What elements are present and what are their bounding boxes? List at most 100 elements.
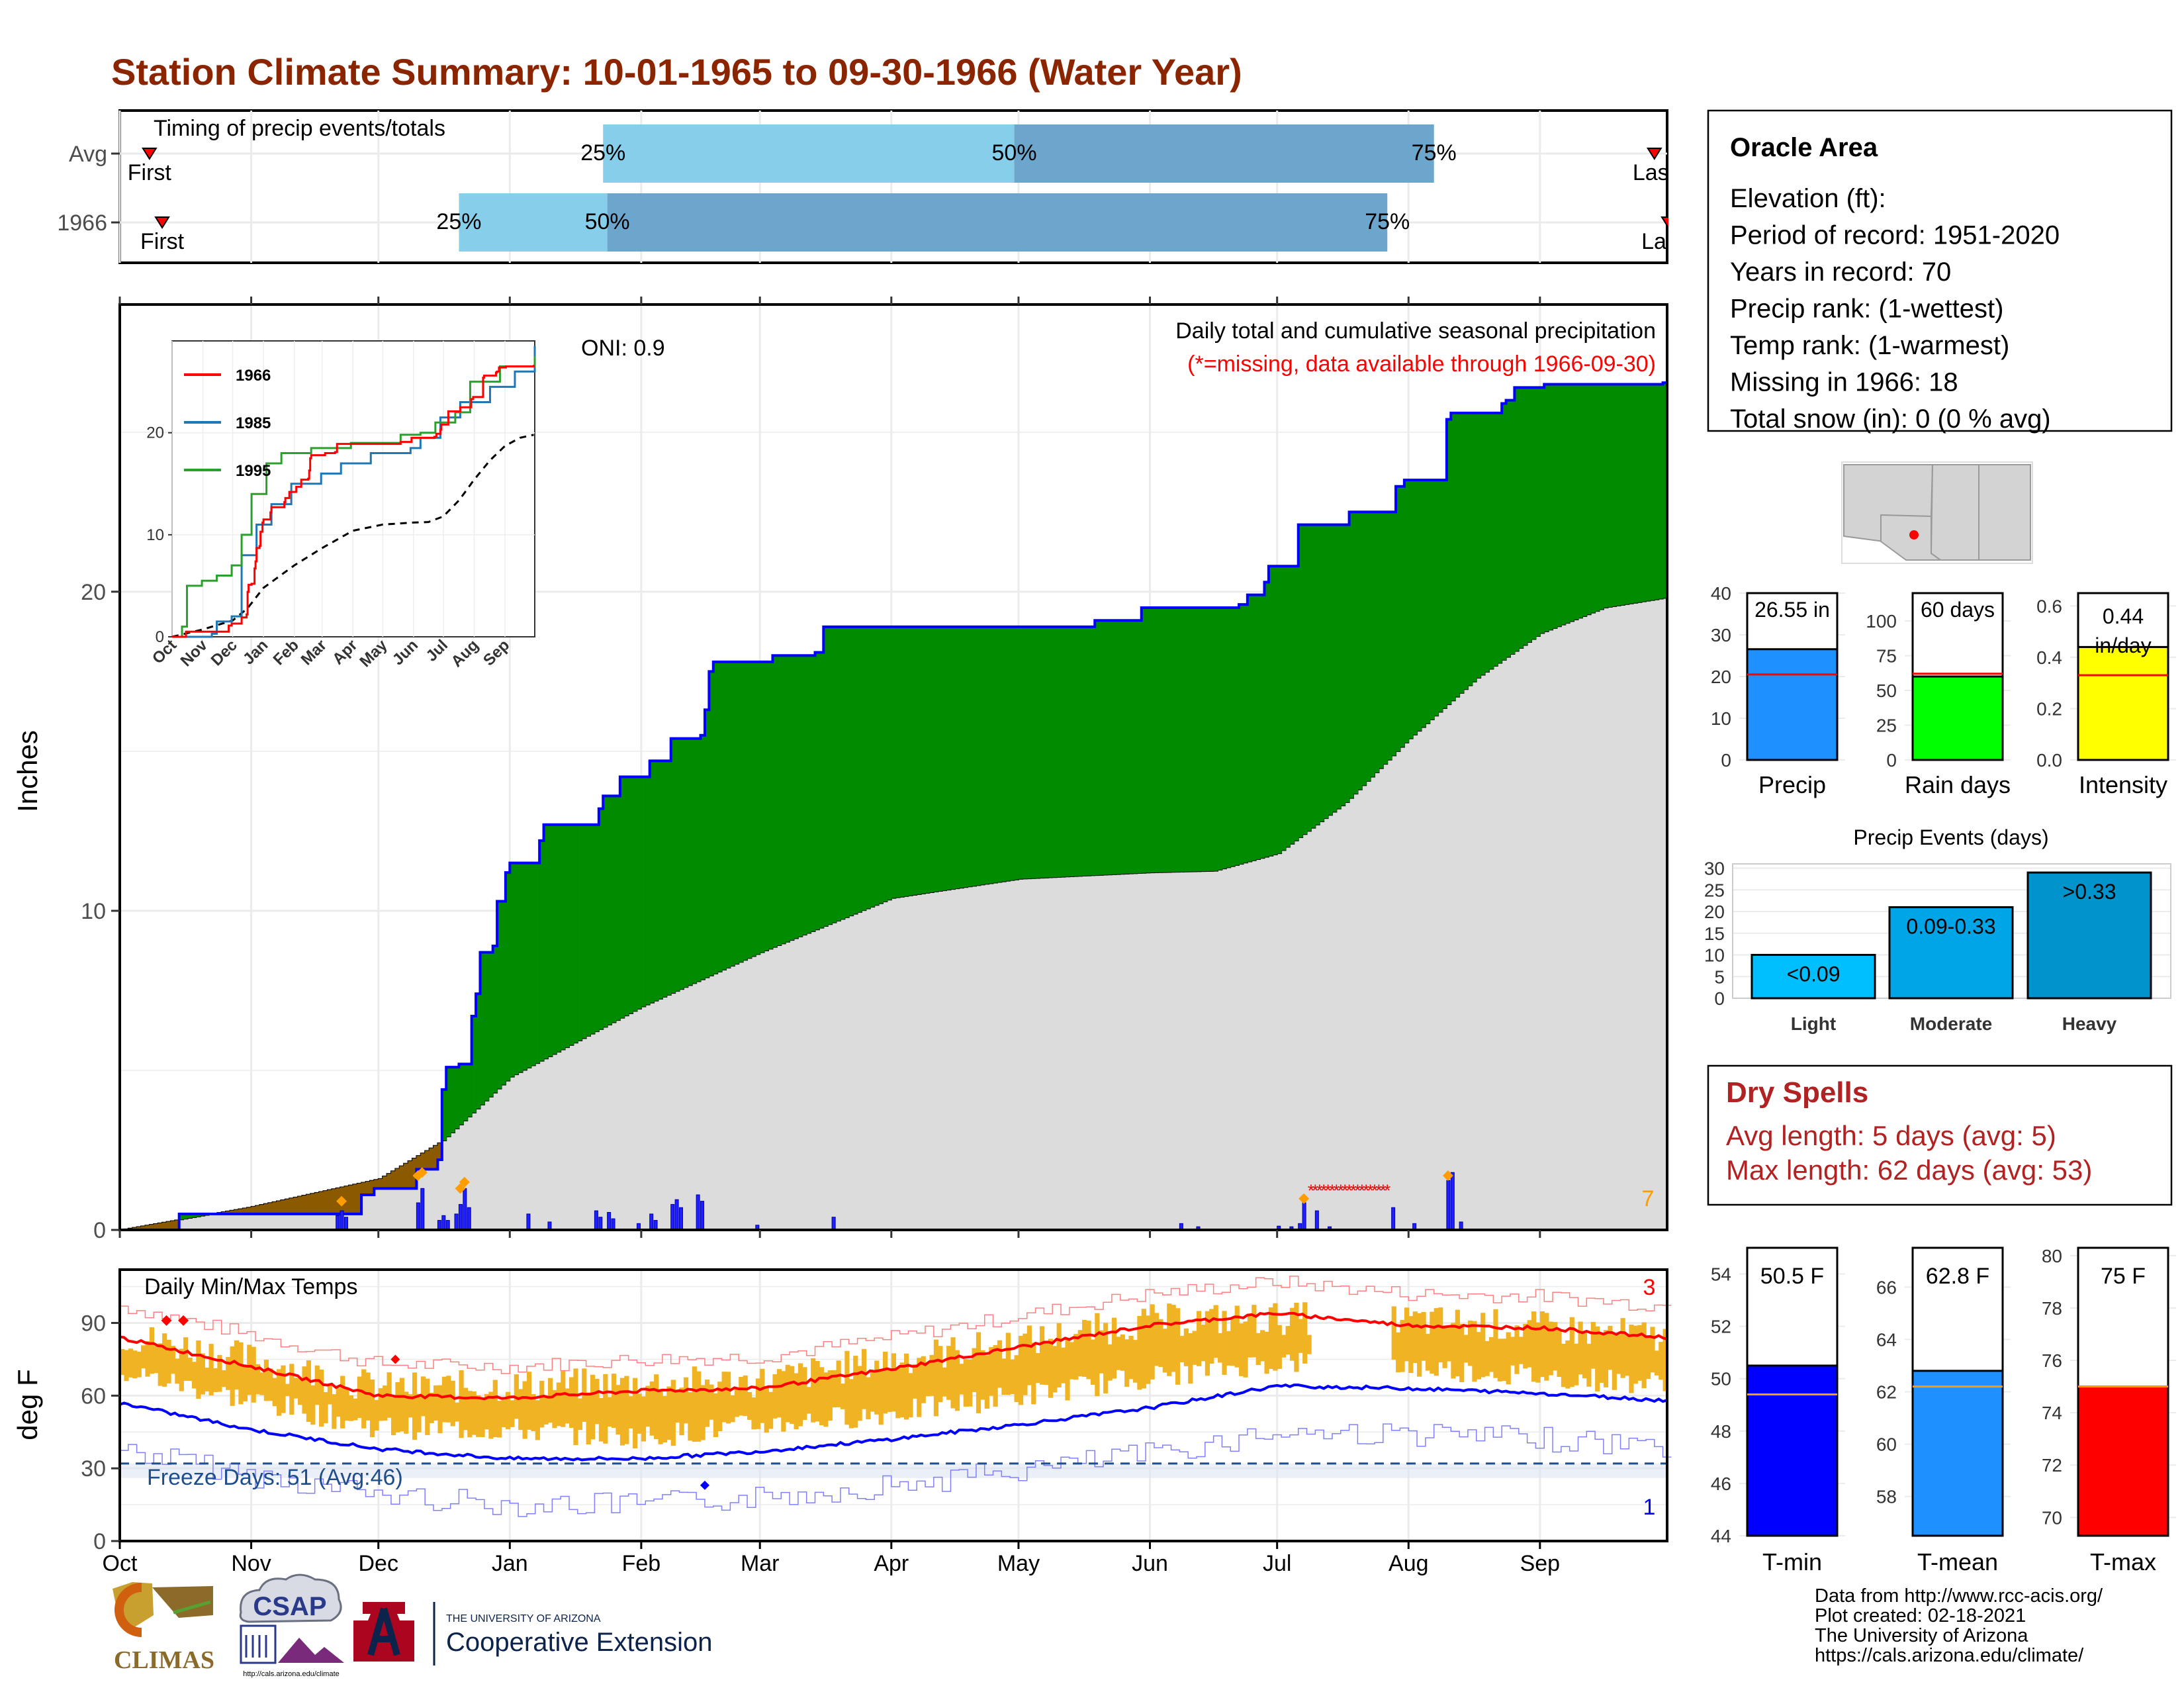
below-normal-fill xyxy=(425,1150,430,1170)
daily-temp-bar xyxy=(323,1392,328,1424)
daily-temp-bar xyxy=(552,1389,557,1429)
daily-temp-bar xyxy=(383,1385,388,1421)
summary-y-tick-label: 50 xyxy=(1876,680,1897,701)
daily-temp-bar xyxy=(1264,1331,1269,1374)
above-normal-fill xyxy=(1209,607,1214,871)
daily-precip-bar xyxy=(1314,1210,1319,1231)
month-tick-label: May xyxy=(997,1551,1040,1576)
daily-precip-bar xyxy=(445,1220,450,1231)
below-normal-fill xyxy=(310,1194,316,1214)
timing-panel: Timing of precip events/totals Avg 25% 50%… xyxy=(57,99,1695,271)
above-normal-fill xyxy=(1375,512,1380,773)
above-normal-fill xyxy=(641,776,646,1007)
above-normal-fill xyxy=(586,824,591,1037)
daily-temp-bar xyxy=(989,1346,994,1396)
daily-precip-bar xyxy=(1391,1207,1396,1231)
daily-temp-bar xyxy=(785,1364,790,1423)
month-tick-label: Sep xyxy=(1520,1551,1561,1576)
ua-small-text: THE UNIVERSITY OF ARIZONA xyxy=(446,1613,601,1624)
daily-temp-bar xyxy=(497,1401,502,1438)
below-normal-fill xyxy=(285,1199,290,1214)
daily-temp-bar xyxy=(776,1369,782,1418)
daily-temp-bar xyxy=(887,1368,892,1412)
daily-temp-bar xyxy=(683,1377,689,1424)
daily-temp-bar xyxy=(547,1378,553,1423)
temp-y-tick-label: 30 xyxy=(81,1456,106,1481)
above-normal-fill xyxy=(1412,480,1418,735)
daily-precip-bar xyxy=(1446,1180,1451,1231)
above-normal-fill xyxy=(607,796,612,1025)
precip-event-bar xyxy=(2026,871,2152,1000)
above-normal-fill xyxy=(1111,620,1116,874)
daily-temp-bar xyxy=(1243,1321,1248,1378)
daily-temp-bar xyxy=(476,1395,481,1437)
daily-temp-bar xyxy=(141,1345,146,1369)
above-normal-fill xyxy=(819,652,824,928)
temp-bar-name: T-mean xyxy=(1917,1548,1998,1575)
daily-temp-bar xyxy=(1128,1335,1134,1380)
daily-temp-bar xyxy=(212,1368,218,1393)
above-normal-fill xyxy=(1523,387,1528,645)
above-normal-fill xyxy=(1340,524,1345,806)
above-normal-fill xyxy=(1548,384,1553,630)
below-normal-fill xyxy=(293,1197,298,1214)
daily-temp-bar xyxy=(1506,1332,1511,1385)
above-normal-fill xyxy=(603,796,608,1027)
above-normal-fill xyxy=(938,626,943,892)
climas-wordmark: CLIMAS xyxy=(114,1646,214,1674)
daily-temp-bar xyxy=(713,1393,718,1437)
above-normal-fill xyxy=(441,1089,447,1141)
below-normal-fill xyxy=(344,1186,349,1214)
daily-precip-bar xyxy=(700,1201,705,1231)
daily-temp-bar xyxy=(1010,1359,1015,1395)
daily-temp-bar xyxy=(827,1370,833,1421)
above-normal-fill xyxy=(1633,384,1638,603)
above-normal-fill xyxy=(887,626,892,900)
above-normal-fill xyxy=(1222,607,1227,869)
above-normal-fill xyxy=(679,738,684,990)
daily-temp-bar xyxy=(1065,1339,1070,1401)
above-normal-fill xyxy=(1120,620,1125,874)
below-normal-fill xyxy=(234,1209,239,1214)
missing-day-marker: * xyxy=(1320,1180,1327,1200)
above-normal-fill xyxy=(1396,486,1401,751)
daily-temp-bar xyxy=(1069,1342,1075,1380)
temp-bar-y-tick-label: 58 xyxy=(1876,1487,1897,1507)
daily-temp-bar xyxy=(1484,1340,1490,1376)
daily-temp-bar xyxy=(1090,1339,1096,1385)
station-name: Oracle Area xyxy=(1730,133,1878,162)
above-normal-fill xyxy=(1052,626,1058,878)
above-normal-fill xyxy=(1645,384,1651,601)
daily-temp-bar xyxy=(1226,1331,1232,1366)
extreme-precip-marker xyxy=(459,1176,470,1188)
above-normal-fill xyxy=(1023,626,1028,879)
above-normal-fill xyxy=(1383,512,1388,765)
daily-temp-bar xyxy=(725,1372,731,1424)
daily-temp-bar xyxy=(175,1358,180,1384)
daily-temp-bar xyxy=(429,1392,434,1423)
timing-p75-label: 75% xyxy=(1412,140,1457,165)
daily-temp-bar xyxy=(857,1366,862,1421)
above-normal-fill xyxy=(1010,626,1015,880)
above-normal-fill xyxy=(628,776,633,1013)
daily-temp-bar xyxy=(1553,1322,1558,1371)
daily-temp-bar xyxy=(1120,1334,1125,1371)
precip-extreme-count: 7 xyxy=(1642,1186,1655,1211)
above-normal-fill xyxy=(1268,566,1273,856)
summary-bar-value-label: 26.55 in xyxy=(1754,598,1830,622)
timing-bar-50-75 xyxy=(1014,124,1434,183)
below-normal-fill xyxy=(369,1180,375,1195)
above-normal-fill xyxy=(1056,626,1062,877)
below-normal-fill xyxy=(263,1203,269,1214)
daily-temp-bar xyxy=(1116,1336,1121,1370)
daily-precip-bar xyxy=(1450,1172,1455,1231)
timing-bar-50-75 xyxy=(607,193,1388,252)
above-normal-fill xyxy=(1188,607,1193,872)
above-normal-fill xyxy=(806,655,811,933)
daily-temp-bar xyxy=(446,1376,451,1423)
daily-temp-bar xyxy=(196,1340,201,1399)
above-normal-fill xyxy=(191,1213,197,1217)
daily-temp-bar xyxy=(832,1370,837,1408)
above-normal-fill xyxy=(1082,626,1087,876)
daily-temp-bar xyxy=(709,1384,714,1420)
